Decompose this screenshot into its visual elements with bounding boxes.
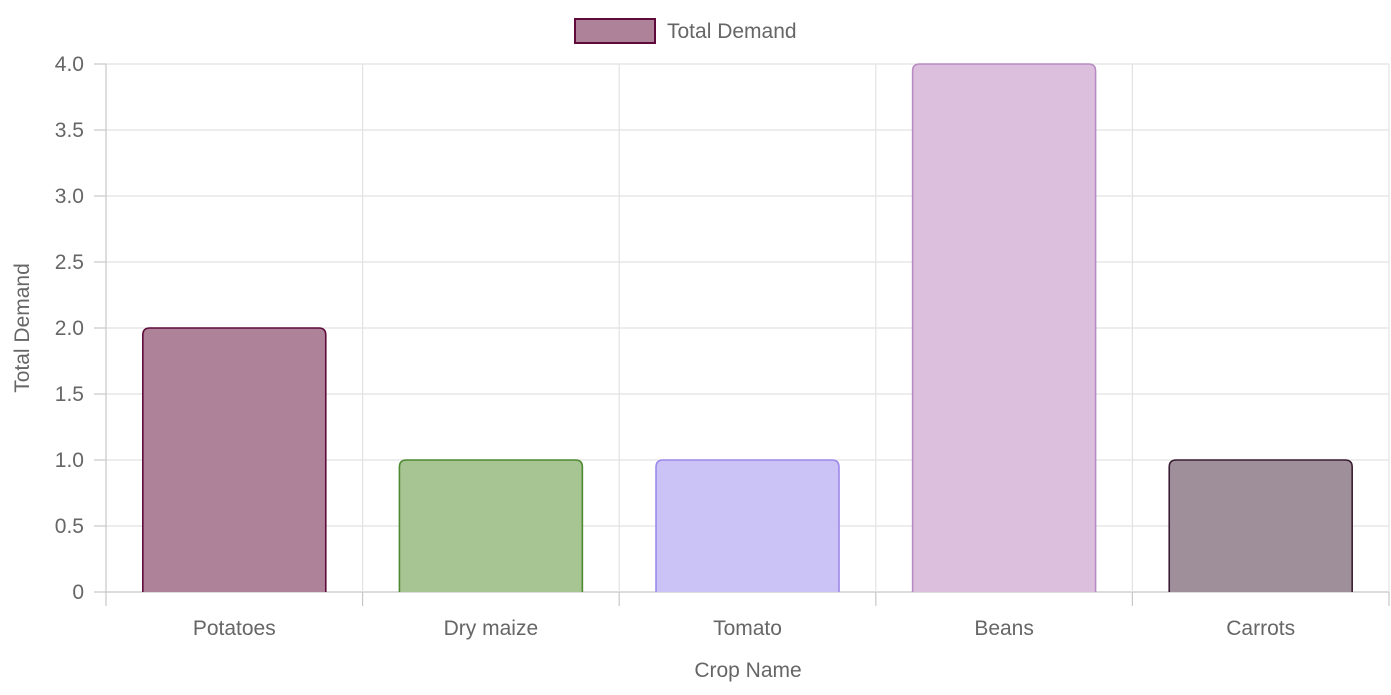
axes: 0 0.5 1.0 1.5 2.0 2.5 3.0 3.5 4.0 Potatoes Dry mai… [55,53,1390,640]
y-axis-title: Total Demand [11,263,34,393]
y-tick-label: 1.0 [55,449,84,472]
legend-label: Total Demand [667,20,797,43]
bar-outline [142,327,327,592]
bar-potatoes[interactable] [142,328,326,592]
bar-outline [398,459,584,592]
legend-swatch[interactable] [574,18,656,44]
bar-outline [655,459,840,592]
bar-tomato[interactable] [656,460,839,592]
bar-carrots[interactable] [1169,460,1353,592]
y-tick-label: 0 [72,581,84,604]
bars [142,63,1353,592]
x-tick-label: Dry maize [444,617,539,640]
x-tick-label: Potatoes [193,617,276,640]
x-tick-label: Carrots [1226,617,1295,640]
bar-outline [1168,459,1353,592]
y-tick-label: 3.5 [55,119,84,142]
y-tick-label: 0.5 [55,515,84,538]
bar-dry-maize[interactable] [399,460,583,592]
y-tick-label: 3.0 [55,185,84,208]
x-tick-label: Tomato [713,617,782,640]
legend[interactable]: Total Demand [574,18,797,44]
y-tick-label: 2.5 [55,251,84,274]
x-tick-label: Beans [974,617,1034,640]
y-tick-label: 4.0 [55,53,84,76]
y-tick-label: 2.0 [55,317,84,340]
y-tick-label: 1.5 [55,383,84,406]
x-axis-title: Crop Name [694,659,801,682]
bar-beans[interactable] [912,64,1096,592]
bar-outline [911,63,1097,592]
